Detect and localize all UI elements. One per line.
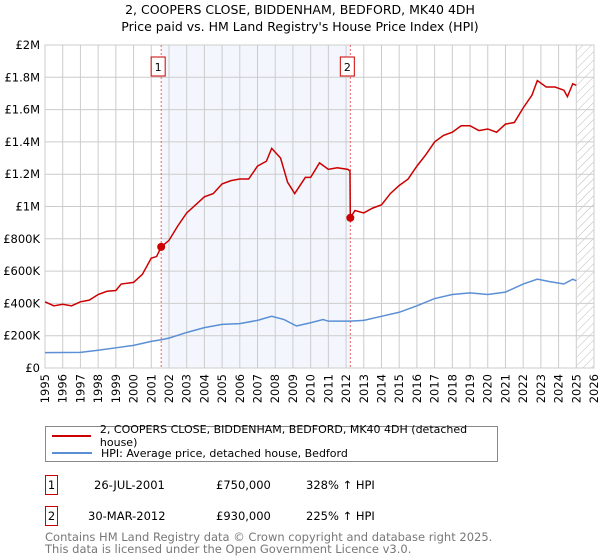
price-chart: 1995 1996 1997 1998 1999 2000 2001 2002 2003 2004…	[3, 38, 600, 403]
sale-badge: 2	[45, 506, 58, 526]
y-tick-label: £1.6M	[4, 103, 40, 117]
x-tick-label: 2014	[374, 374, 388, 403]
series-line	[44, 79, 577, 307]
y-tick-label: £800K	[3, 232, 40, 246]
x-tick-label: 2002	[162, 374, 176, 403]
chart-title: 2, COOPERS CLOSE, BIDDENHAM, BEDFORD, MK…	[125, 2, 475, 17]
y-tick-label: £200K	[3, 329, 40, 343]
y-tick-label: £0	[25, 361, 40, 375]
x-tick-label: 2016	[410, 374, 424, 403]
x-tick-label: 2013	[357, 374, 371, 403]
sale-label-box	[339, 56, 355, 77]
legend-item-hpi: HPI: Average price, detached house, Bedf…	[52, 445, 348, 461]
y-tick-label: £1.8M	[4, 70, 40, 84]
x-tick-label: 2010	[304, 374, 318, 403]
x-tick-label: 2021	[498, 374, 512, 403]
plot-frame	[44, 44, 595, 369]
sale-price: £750,000	[216, 478, 271, 492]
chart-subtitle: Price paid vs. HM Land Registry's House …	[121, 19, 479, 34]
x-tick-label: 1996	[56, 374, 70, 403]
sale-date: 26-JUL-2001	[94, 478, 165, 492]
x-tick-label: 2008	[268, 374, 282, 403]
legend: 2, COOPERS CLOSE, BIDDENHAM, BEDFORD, MK…	[45, 423, 498, 462]
sale-price: £930,000	[216, 509, 271, 523]
x-tick-label: 2004	[197, 374, 211, 403]
x-tick-label: 1999	[109, 374, 123, 403]
footer-licence: This data is licensed under the Open Gov…	[45, 542, 412, 556]
x-tick-label: 2025	[569, 374, 583, 403]
series-line	[44, 278, 577, 354]
y-tick-label: £2M	[15, 38, 40, 52]
legend-swatch-blue	[52, 452, 92, 454]
sale-hpi: 328% ↑ HPI	[306, 478, 375, 492]
footer-copyright: Contains HM Land Registry data © Crown c…	[45, 530, 493, 544]
x-tick-label: 1997	[73, 374, 87, 403]
x-tick-label: 2019	[463, 374, 477, 403]
sale-row-2: 2 30-MAR-2012 £930,000 225% ↑ HPI	[45, 506, 545, 528]
x-tick-label: 2022	[516, 374, 530, 403]
sale-date: 30-MAR-2012	[88, 509, 166, 523]
legend-label: HPI: Average price, detached house, Bedf…	[101, 446, 348, 460]
x-tick-label: 2015	[392, 374, 406, 403]
sale-label: 2	[344, 61, 351, 74]
sale-badge: 1	[45, 475, 58, 495]
sale-point	[346, 213, 355, 222]
legend-item-property: 2, COOPERS CLOSE, BIDDENHAM, BEDFORD, MK…	[52, 423, 497, 449]
y-tick-label: £1M	[15, 200, 40, 214]
x-tick-label: 2011	[321, 374, 335, 403]
x-tick-label: 2018	[445, 374, 459, 403]
sale-row-1: 1 26-JUL-2001 £750,000 328% ↑ HPI	[45, 475, 545, 497]
x-tick-label: 2003	[180, 374, 194, 403]
x-tick-label: 1998	[91, 374, 105, 403]
x-tick-label: 2024	[552, 374, 566, 403]
x-tick-label: 2012	[339, 374, 353, 403]
y-tick-label: £400K	[3, 296, 40, 310]
legend-swatch-red	[52, 435, 91, 437]
sale-label: 1	[155, 61, 162, 74]
x-tick-label: 1995	[38, 374, 52, 403]
y-tick-label: £1.2M	[4, 167, 40, 181]
x-tick-label: 2026	[587, 374, 600, 403]
x-tick-label: 2007	[251, 374, 265, 403]
x-tick-label: 2017	[428, 374, 442, 403]
sale-label-box	[150, 56, 166, 77]
x-tick-label: 2001	[144, 374, 158, 403]
x-tick-label: 2023	[534, 374, 548, 403]
x-tick-label: 2020	[481, 374, 495, 403]
x-tick-label: 2005	[215, 374, 229, 403]
legend-label: 2, COOPERS CLOSE, BIDDENHAM, BEDFORD, MK…	[99, 423, 468, 449]
sale-hpi: 225% ↑ HPI	[306, 509, 375, 523]
sale-point	[157, 242, 166, 251]
y-tick-label: £1.4M	[4, 135, 40, 149]
x-tick-label: 2009	[286, 374, 300, 403]
x-tick-label: 2006	[233, 374, 247, 403]
y-tick-label: £600K	[3, 264, 40, 278]
x-tick-label: 2000	[127, 374, 141, 403]
